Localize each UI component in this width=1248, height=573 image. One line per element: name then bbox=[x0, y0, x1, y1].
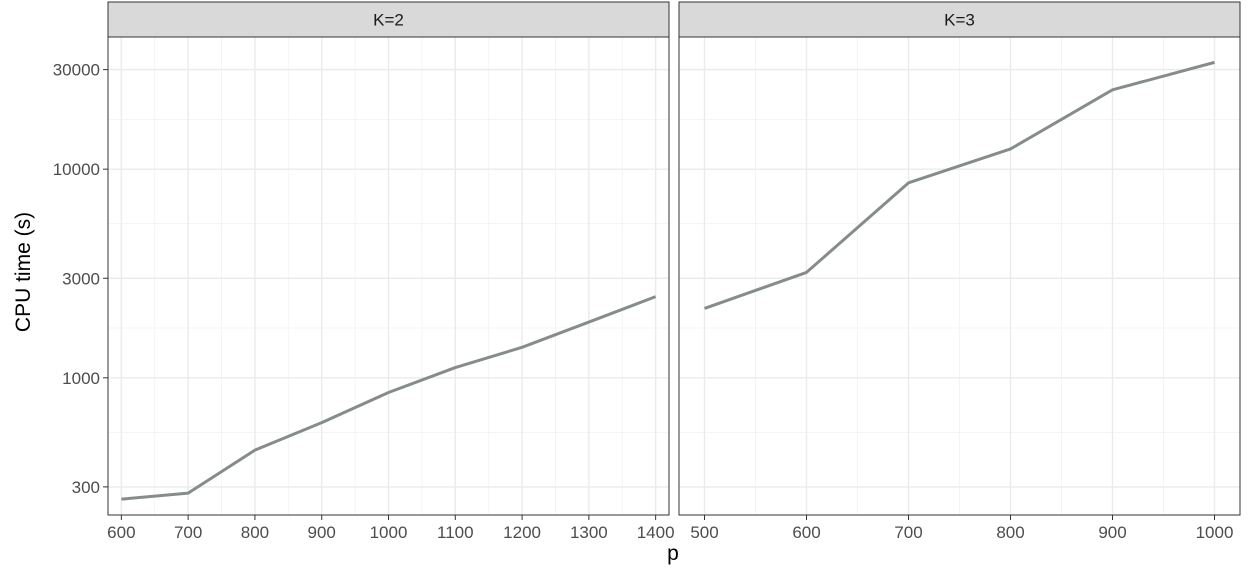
x-tick-label: 1400 bbox=[637, 523, 675, 542]
x-tick-label: 1200 bbox=[503, 523, 541, 542]
x-tick-label: 700 bbox=[894, 523, 922, 542]
y-tick-label: 1000 bbox=[62, 369, 100, 388]
y-tick-label: 300 bbox=[72, 478, 100, 497]
x-tick-label: 500 bbox=[690, 523, 718, 542]
x-tick-label: 900 bbox=[1098, 523, 1126, 542]
panel-1: K=2 600 700 800 900 1000 1100 1200 1300 1400 300 10… bbox=[53, 1, 675, 542]
x-tick-label: 1300 bbox=[570, 523, 608, 542]
x-tick-label: 1000 bbox=[370, 523, 408, 542]
y-tick-label: 3000 bbox=[62, 269, 100, 288]
x-tick-label: 800 bbox=[241, 523, 269, 542]
facet-strip bbox=[107, 1, 670, 38]
x-tick-label: 1100 bbox=[437, 523, 474, 542]
x-axis-title: p bbox=[667, 542, 679, 565]
x-tick-label: 600 bbox=[107, 523, 135, 542]
facet-strip-label: K=2 bbox=[373, 11, 404, 30]
x-tick-label: 700 bbox=[174, 523, 202, 542]
panel-2: K=3 500 600 700 800 900 1000 bbox=[678, 1, 1241, 542]
facet-strip-label: K=3 bbox=[944, 11, 975, 30]
x-tick-label: 1000 bbox=[1196, 523, 1234, 542]
y-tick-label: 10000 bbox=[53, 160, 100, 179]
series-line bbox=[121, 295, 657, 501]
x-tick-label: 600 bbox=[792, 523, 820, 542]
x-tick-label: 900 bbox=[308, 523, 336, 542]
x-tick-label: 800 bbox=[996, 523, 1024, 542]
y-tick-label: 30000 bbox=[53, 61, 100, 80]
panel-border bbox=[678, 36, 1241, 516]
series-line bbox=[704, 60, 1215, 310]
y-axis-title: CPU time (s) bbox=[12, 212, 35, 332]
facet-strip bbox=[678, 1, 1241, 38]
